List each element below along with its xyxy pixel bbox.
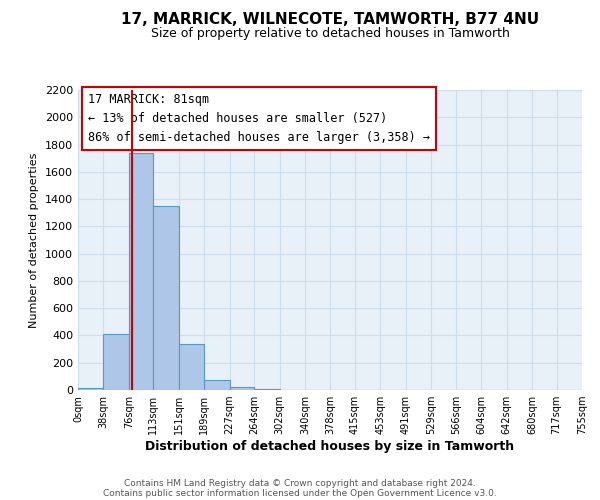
Bar [154,206,179,390]
X-axis label: Distribution of detached houses by size in Tamworth: Distribution of detached houses by size … [145,440,515,453]
Bar [179,344,204,390]
Bar [204,380,230,390]
Bar [103,334,129,390]
Text: Contains HM Land Registry data © Crown copyright and database right 2024.: Contains HM Land Registry data © Crown c… [124,478,476,488]
Bar [230,386,254,390]
Text: Size of property relative to detached houses in Tamworth: Size of property relative to detached ho… [151,28,509,40]
Bar [129,152,154,390]
Text: 17, MARRICK, WILNECOTE, TAMWORTH, B77 4NU: 17, MARRICK, WILNECOTE, TAMWORTH, B77 4N… [121,12,539,28]
Text: 17 MARRICK: 81sqm
← 13% of detached houses are smaller (527)
86% of semi-detache: 17 MARRICK: 81sqm ← 13% of detached hous… [88,93,430,144]
Bar [78,388,103,390]
Text: Contains public sector information licensed under the Open Government Licence v3: Contains public sector information licen… [103,488,497,498]
Y-axis label: Number of detached properties: Number of detached properties [29,152,40,328]
